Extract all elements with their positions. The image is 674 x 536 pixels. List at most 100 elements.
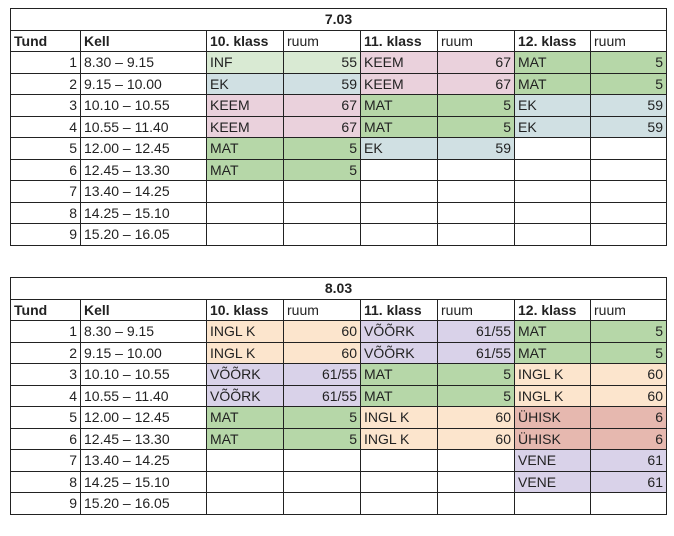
room-cell-10: 61/55 — [283, 363, 361, 386]
table-row: 8 14.25 – 15.10 — [10, 201, 667, 224]
subject-cell-10: INGL K — [206, 341, 284, 364]
col-header-ruum: ruum — [590, 29, 667, 52]
room-cell-10: 5 — [283, 406, 361, 429]
subject-cell-12: EK — [514, 115, 591, 138]
lesson-number-cell: 4 — [10, 384, 81, 407]
room-cell-10: 5 — [283, 158, 361, 181]
subject-cell-12 — [514, 180, 591, 203]
table-row: 7 13.40 – 14.25 VENE 61 — [10, 449, 667, 472]
col-header-ruum: ruum — [283, 29, 361, 52]
room-cell-12 — [590, 223, 667, 246]
subject-cell-12: INGL K — [514, 384, 591, 407]
subject-cell-10 — [206, 449, 284, 472]
subject-cell-12 — [514, 158, 591, 181]
time-cell: 12.00 – 12.45 — [80, 406, 207, 429]
room-cell-11 — [437, 449, 515, 472]
room-cell-10: 59 — [283, 72, 361, 95]
subject-cell-12 — [514, 137, 591, 160]
table-row: 3 10.10 – 10.55 KEEM 67 MAT 5 EK 59 — [10, 94, 667, 117]
lesson-number-cell: 5 — [10, 406, 81, 429]
lesson-number-cell: 7 — [10, 449, 81, 472]
table-row: 3 10.10 – 10.55 VÕÕRK 61/55 MAT 5 INGL K 60 — [10, 363, 667, 386]
col-header-ruum: ruum — [590, 298, 667, 321]
room-cell-10: 5 — [283, 137, 361, 160]
subject-cell-10: KEEM — [206, 94, 284, 117]
subject-cell-11 — [360, 492, 438, 515]
lesson-number-cell: 1 — [10, 51, 81, 74]
room-cell-11: 67 — [437, 51, 515, 74]
table-row: 4 10.55 – 11.40 VÕÕRK 61/55 MAT 5 INGL K 60 — [10, 384, 667, 407]
subject-cell-12: INGL K — [514, 363, 591, 386]
time-cell: 10.10 – 10.55 — [80, 363, 207, 386]
subject-cell-11 — [360, 470, 438, 493]
room-cell-10: 61/55 — [283, 384, 361, 407]
room-cell-11: 5 — [437, 363, 515, 386]
lesson-number-cell: 5 — [10, 137, 81, 160]
subject-cell-10: MAT — [206, 137, 284, 160]
subject-cell-12: ÜHISK — [514, 427, 591, 450]
room-cell-11 — [437, 470, 515, 493]
time-cell: 8.30 – 9.15 — [80, 51, 207, 74]
subject-cell-12 — [514, 492, 591, 515]
subject-cell-11: MAT — [360, 115, 438, 138]
subject-cell-11: EK — [360, 137, 438, 160]
col-header-klass-10: 10. klass — [206, 29, 284, 52]
room-cell-11: 67 — [437, 72, 515, 95]
table-row: 9 15.20 – 16.05 — [10, 223, 667, 246]
subject-cell-10 — [206, 223, 284, 246]
subject-cell-12: ÜHISK — [514, 406, 591, 429]
time-cell: 14.25 – 15.10 — [80, 470, 207, 493]
col-header-tund: Tund — [10, 29, 81, 52]
subject-cell-12: MAT — [514, 72, 591, 95]
room-cell-12: 61 — [590, 470, 667, 493]
col-header-klass-12: 12. klass — [514, 29, 591, 52]
time-cell: 12.45 – 13.30 — [80, 427, 207, 450]
time-cell: 8.30 – 9.15 — [80, 320, 207, 343]
lesson-number-cell: 6 — [10, 427, 81, 450]
subject-cell-12 — [514, 201, 591, 224]
room-cell-10 — [283, 223, 361, 246]
col-header-klass-11: 11. klass — [360, 29, 438, 52]
room-cell-10: 5 — [283, 427, 361, 450]
subject-cell-11 — [360, 223, 438, 246]
room-cell-10: 60 — [283, 341, 361, 364]
time-cell: 12.45 – 13.30 — [80, 158, 207, 181]
room-cell-12: 6 — [590, 406, 667, 429]
time-cell: 15.20 – 16.05 — [80, 492, 207, 515]
subject-cell-11: INGL K — [360, 427, 438, 450]
time-cell: 14.25 – 15.10 — [80, 201, 207, 224]
subject-cell-10 — [206, 470, 284, 493]
subject-cell-12: VENE — [514, 449, 591, 472]
subject-cell-12: MAT — [514, 341, 591, 364]
schedule-table-0803: 8.03 Tund Kell 10. klass ruum 11. klass … — [10, 277, 667, 515]
room-cell-11 — [437, 180, 515, 203]
lesson-number-cell: 3 — [10, 94, 81, 117]
subject-cell-11: MAT — [360, 384, 438, 407]
room-cell-12 — [590, 201, 667, 224]
col-header-ruum: ruum — [283, 298, 361, 321]
subject-cell-11: MAT — [360, 94, 438, 117]
table-row: 2 9.15 – 10.00 INGL K 60 VÕÕRK 61/55 MAT 5 — [10, 341, 667, 364]
subject-cell-12: MAT — [514, 51, 591, 74]
room-cell-10 — [283, 180, 361, 203]
subject-cell-11 — [360, 201, 438, 224]
room-cell-12: 59 — [590, 115, 667, 138]
subject-cell-11: MAT — [360, 363, 438, 386]
subject-cell-11: KEEM — [360, 72, 438, 95]
table-row: 5 12.00 – 12.45 MAT 5 EK 59 — [10, 137, 667, 160]
room-cell-11: 5 — [437, 115, 515, 138]
room-cell-10 — [283, 470, 361, 493]
room-cell-11: 59 — [437, 137, 515, 160]
subject-cell-11: VÕÕRK — [360, 320, 438, 343]
col-header-kell: Kell — [80, 29, 207, 52]
time-cell: 10.10 – 10.55 — [80, 94, 207, 117]
room-cell-12: 61 — [590, 449, 667, 472]
room-cell-11: 60 — [437, 427, 515, 450]
room-cell-11 — [437, 201, 515, 224]
subject-cell-10: MAT — [206, 158, 284, 181]
subject-cell-12 — [514, 223, 591, 246]
room-cell-12 — [590, 180, 667, 203]
room-cell-10: 60 — [283, 320, 361, 343]
subject-cell-10: INGL K — [206, 320, 284, 343]
subject-cell-12: VENE — [514, 470, 591, 493]
